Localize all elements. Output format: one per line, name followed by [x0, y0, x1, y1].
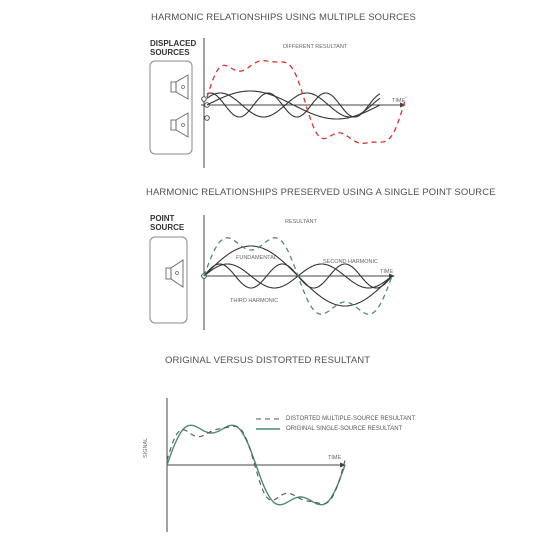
panel2-fundamental-label: FUNDAMENTAL	[236, 255, 277, 261]
panel1-side-label-2: SOURCES	[150, 48, 190, 57]
panel3-legend-original: ORIGINAL SINGLE-SOURCE RESULTANT	[286, 426, 403, 432]
panel3-title: ORIGINAL VERSUS DISTORTED RESULTANT	[165, 355, 371, 366]
panel1-origin-dot-3	[204, 115, 210, 121]
panel3-axis-label: TIME	[328, 455, 342, 461]
speaker-icon-point	[165, 259, 184, 288]
panel1-side-label-1: DISPLACED	[150, 39, 197, 48]
panel2-resultant-wave	[203, 237, 393, 315]
panel1-origin-dot-1	[201, 96, 207, 102]
panel1-resultant-wave	[206, 60, 407, 144]
panel2-speaker-box	[149, 236, 188, 324]
panel2-side-label-2: SOURCE	[150, 223, 185, 232]
panel2-side-label-1: POINT	[150, 214, 175, 223]
panel1-resultant-label: DIFFERENT RESULTANT	[283, 44, 348, 50]
panel2-third-harmonic-label: THIRD HARMONIC	[230, 298, 279, 304]
panel1-axis-label: TIME	[392, 98, 406, 104]
panel2-title: HARMONIC RELATIONSHIPS PRESERVED USING A…	[146, 187, 496, 198]
panel2-axis-label: TIME	[380, 269, 394, 275]
panel3-time-arrow	[340, 462, 346, 468]
panel2-resultant-label: RESULTANT	[285, 219, 317, 225]
panel3-legend-distorted: DISTORTED MULTIPLE-SOURCE RESULTANT	[286, 416, 416, 422]
panel1-second-harmonic-wave	[206, 92, 381, 118]
speaker-icon-lower	[170, 112, 189, 138]
panel1-title: HARMONIC RELATIONSHIPS USING MULTIPLE SO…	[151, 12, 416, 23]
panel3-original-wave	[166, 424, 346, 506]
panel1-speaker-box	[149, 60, 193, 155]
speaker-icon-upper	[170, 74, 189, 100]
panel2-second-harmonic-label: SECOND HARMONIC	[323, 259, 379, 265]
panel1-third-harmonic-wave	[206, 92, 381, 118]
